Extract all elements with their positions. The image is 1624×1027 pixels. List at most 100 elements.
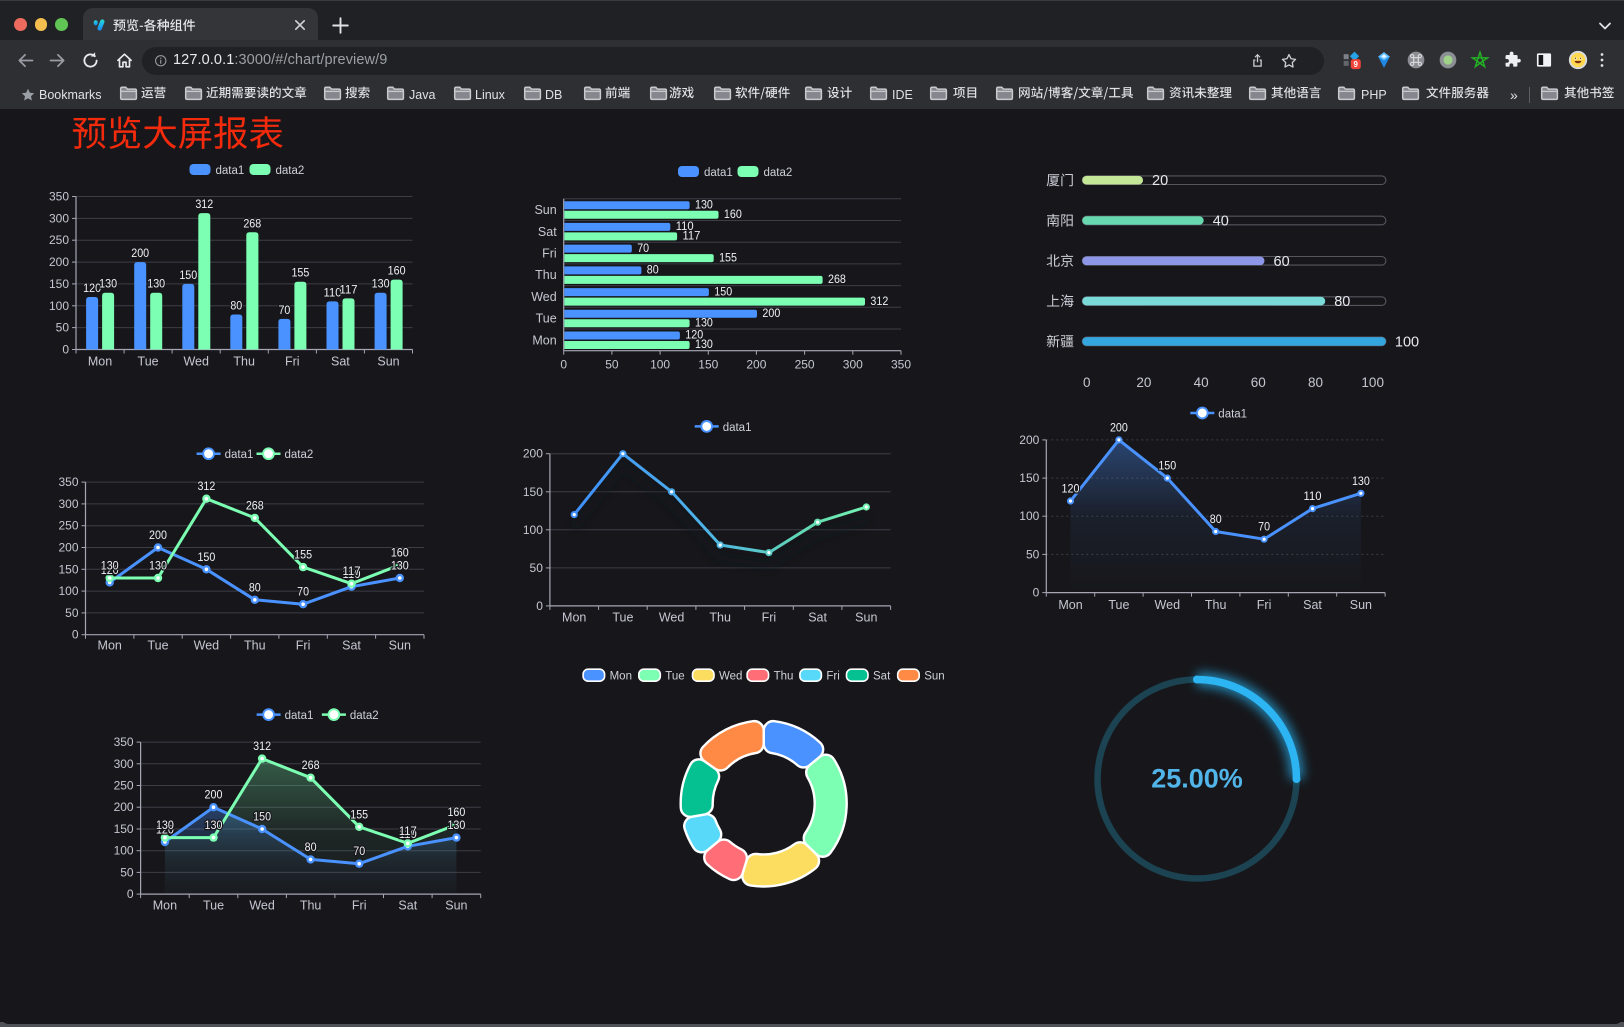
svg-text:40: 40 bbox=[1194, 375, 1209, 390]
svg-text:268: 268 bbox=[246, 498, 264, 512]
svg-text:350: 350 bbox=[49, 190, 69, 204]
svg-text:Wed: Wed bbox=[719, 671, 742, 683]
svg-text:Wed: Wed bbox=[194, 639, 220, 653]
svg-text:200: 200 bbox=[114, 800, 134, 814]
svg-text:Sat: Sat bbox=[538, 225, 557, 239]
svg-text:Sat: Sat bbox=[342, 639, 361, 653]
svg-text:Wed: Wed bbox=[183, 355, 209, 369]
svg-text:130: 130 bbox=[695, 315, 713, 329]
svg-text:70: 70 bbox=[1258, 520, 1270, 534]
svg-text:150: 150 bbox=[698, 358, 718, 372]
svg-text:300: 300 bbox=[49, 211, 69, 225]
svg-text:Thu: Thu bbox=[300, 899, 322, 913]
svg-text:268: 268 bbox=[828, 272, 846, 286]
svg-text:100: 100 bbox=[58, 584, 78, 598]
svg-text:100: 100 bbox=[114, 844, 134, 858]
svg-text:250: 250 bbox=[49, 233, 69, 247]
svg-text:130: 130 bbox=[372, 277, 390, 291]
svg-text:Wed: Wed bbox=[531, 290, 557, 304]
svg-text:130: 130 bbox=[1352, 474, 1370, 488]
svg-text:130: 130 bbox=[447, 818, 465, 832]
svg-text:Sun: Sun bbox=[389, 639, 411, 653]
svg-text:350: 350 bbox=[58, 475, 78, 489]
svg-text:312: 312 bbox=[195, 197, 213, 211]
svg-text:100: 100 bbox=[49, 299, 69, 313]
svg-text:300: 300 bbox=[843, 358, 863, 372]
svg-text:130: 130 bbox=[147, 277, 165, 291]
svg-text:130: 130 bbox=[695, 337, 713, 351]
svg-text:20: 20 bbox=[1136, 375, 1151, 390]
svg-text:Tue: Tue bbox=[536, 312, 557, 326]
svg-text:Mon: Mon bbox=[562, 611, 586, 625]
svg-text:120: 120 bbox=[101, 563, 119, 577]
svg-text:130: 130 bbox=[99, 277, 117, 291]
svg-text:250: 250 bbox=[795, 358, 815, 372]
svg-text:117: 117 bbox=[683, 229, 701, 243]
svg-text:150: 150 bbox=[58, 562, 78, 576]
svg-text:0: 0 bbox=[72, 628, 79, 642]
svg-text:data2: data2 bbox=[350, 710, 379, 722]
svg-text:160: 160 bbox=[388, 264, 406, 278]
svg-text:data1: data1 bbox=[285, 710, 314, 722]
svg-text:100: 100 bbox=[650, 358, 670, 372]
svg-text:150: 150 bbox=[253, 810, 271, 824]
svg-text:50: 50 bbox=[120, 865, 134, 879]
svg-text:200: 200 bbox=[1110, 420, 1128, 434]
svg-text:130: 130 bbox=[391, 559, 409, 573]
svg-text:Thu: Thu bbox=[535, 268, 557, 282]
svg-text:130: 130 bbox=[695, 198, 713, 212]
svg-text:80: 80 bbox=[1308, 375, 1323, 390]
svg-text:110: 110 bbox=[324, 285, 342, 299]
svg-text:70: 70 bbox=[278, 303, 290, 317]
svg-text:150: 150 bbox=[114, 822, 134, 836]
svg-text:Thu: Thu bbox=[1205, 598, 1227, 612]
svg-text:Tue: Tue bbox=[203, 899, 224, 913]
svg-text:Wed: Wed bbox=[659, 611, 685, 625]
svg-text:40: 40 bbox=[1213, 214, 1229, 230]
svg-text:60: 60 bbox=[1274, 254, 1290, 270]
svg-text:Tue: Tue bbox=[147, 639, 168, 653]
svg-text:150: 150 bbox=[714, 284, 732, 298]
svg-text:Thu: Thu bbox=[233, 355, 255, 369]
svg-text:Fri: Fri bbox=[762, 611, 777, 625]
svg-text:150: 150 bbox=[1158, 459, 1176, 473]
svg-text:Mon: Mon bbox=[98, 639, 122, 653]
svg-text:0: 0 bbox=[536, 599, 543, 613]
svg-text:117: 117 bbox=[340, 282, 358, 296]
svg-text:Sun: Sun bbox=[1350, 598, 1372, 612]
svg-text:0: 0 bbox=[1033, 586, 1040, 600]
svg-text:20: 20 bbox=[1152, 173, 1168, 189]
svg-text:Mon: Mon bbox=[88, 355, 112, 369]
svg-text:200: 200 bbox=[49, 255, 69, 269]
svg-text:Sat: Sat bbox=[398, 899, 417, 913]
svg-text:Thu: Thu bbox=[774, 671, 794, 683]
svg-text:200: 200 bbox=[746, 358, 766, 372]
svg-text:Mon: Mon bbox=[610, 671, 632, 683]
svg-text:80: 80 bbox=[647, 263, 659, 277]
svg-text:300: 300 bbox=[114, 757, 134, 771]
svg-text:200: 200 bbox=[523, 447, 543, 461]
svg-text:60: 60 bbox=[1251, 375, 1266, 390]
svg-text:155: 155 bbox=[350, 807, 368, 821]
svg-text:data1: data1 bbox=[216, 165, 245, 177]
svg-text:110: 110 bbox=[676, 219, 694, 233]
svg-text:0: 0 bbox=[62, 343, 69, 357]
svg-text:200: 200 bbox=[58, 541, 78, 555]
svg-text:Mon: Mon bbox=[532, 333, 556, 347]
svg-text:100: 100 bbox=[523, 523, 543, 537]
svg-text:100: 100 bbox=[1019, 509, 1039, 523]
svg-text:130: 130 bbox=[156, 818, 174, 832]
svg-text:250: 250 bbox=[58, 519, 78, 533]
svg-text:312: 312 bbox=[870, 294, 888, 308]
svg-text:150: 150 bbox=[197, 550, 215, 564]
svg-text:120: 120 bbox=[83, 281, 101, 295]
svg-text:Thu: Thu bbox=[244, 639, 266, 653]
svg-text:155: 155 bbox=[291, 266, 309, 280]
svg-text:Tue: Tue bbox=[665, 671, 684, 683]
svg-text:Wed: Wed bbox=[1155, 598, 1181, 612]
svg-text:Sun: Sun bbox=[855, 611, 877, 625]
svg-text:100: 100 bbox=[1395, 334, 1419, 350]
svg-text:70: 70 bbox=[637, 241, 649, 255]
svg-text:200: 200 bbox=[762, 306, 780, 320]
svg-text:150: 150 bbox=[1019, 471, 1039, 485]
